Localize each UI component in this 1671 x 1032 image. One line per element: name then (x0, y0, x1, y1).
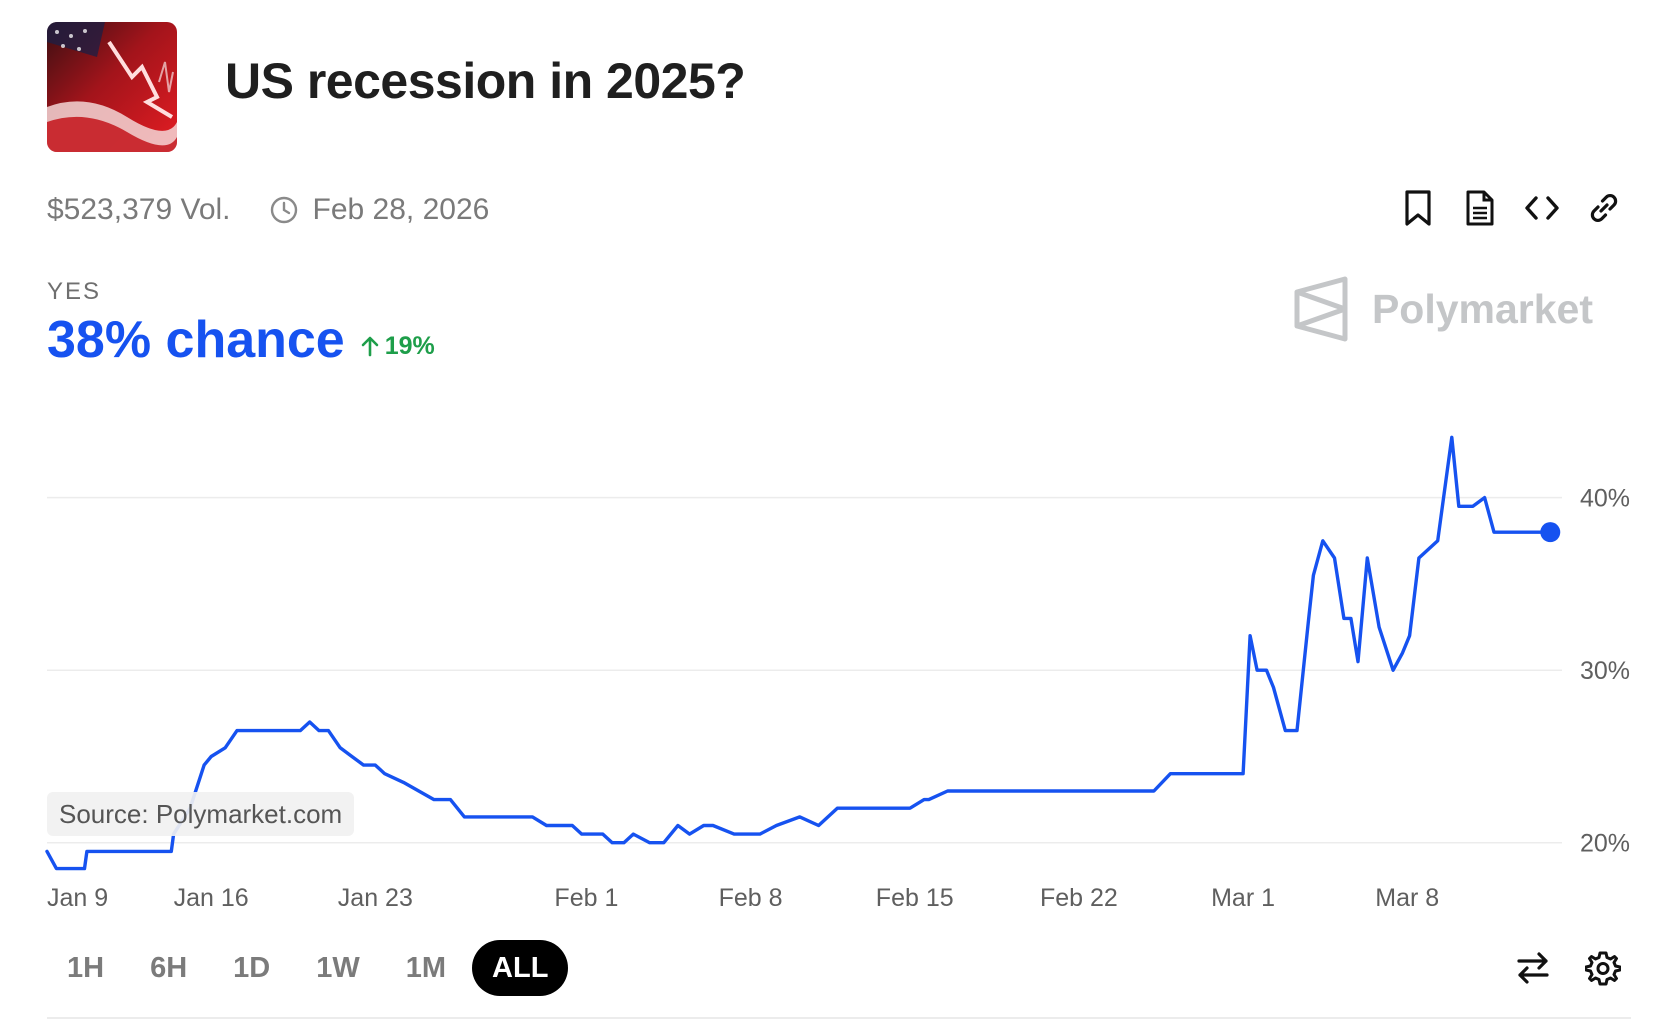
change-badge: 19% (361, 332, 435, 361)
time-range-selector: 1H 6H 1D 1W 1M ALL (47, 940, 569, 996)
bookmark-icon[interactable] (1399, 188, 1437, 228)
grid-lines (47, 496, 1562, 844)
brand-name: Polymarket (1371, 285, 1593, 332)
range-button-1d[interactable]: 1D (233, 951, 271, 984)
end-date-text: Feb 28, 2026 (312, 193, 490, 226)
x-axis-labels: Jan 9 Jan 16 Jan 23 Feb 1 Feb 8 Feb 15 Feb 22 M… (47, 884, 1439, 912)
link-icon[interactable] (1585, 188, 1623, 228)
brand-watermark: Polymarket (1292, 276, 1593, 342)
volume-text: $523,379 Vol. (47, 193, 231, 226)
x-tick-label: Feb 15 (876, 884, 954, 912)
range-button-all[interactable]: ALL (472, 940, 569, 996)
x-tick-label: Mar 1 (1211, 884, 1275, 912)
bottom-divider (47, 1017, 1631, 1019)
x-tick-label: Jan 16 (174, 884, 249, 912)
x-tick-label: Jan 9 (47, 884, 108, 912)
market-toolbar (1399, 188, 1623, 228)
range-button-1w[interactable]: 1W (316, 951, 360, 984)
code-icon[interactable] (1523, 188, 1561, 228)
y-tick-label: 30% (1580, 657, 1630, 685)
x-tick-label: Feb 1 (554, 884, 618, 912)
swap-arrows-icon[interactable] (1513, 948, 1553, 988)
x-tick-label: Mar 8 (1375, 884, 1439, 912)
change-value: 19% (384, 331, 435, 360)
outcome-label: YES (47, 278, 102, 305)
market-meta: $523,379 Vol. Feb 28, 2026 (47, 193, 489, 227)
chart-controls (1513, 948, 1623, 988)
x-tick-label: Feb 22 (1040, 884, 1118, 912)
arrow-up-icon (361, 336, 379, 357)
market-thumbnail (47, 22, 177, 152)
clock-icon (270, 196, 297, 224)
range-button-6h[interactable]: 6H (150, 951, 188, 984)
x-tick-label: Jan 23 (338, 884, 413, 912)
source-label: Source: Polymarket.com (47, 792, 355, 836)
x-tick-label: Feb 8 (719, 884, 783, 912)
polymarket-logo-icon (1294, 276, 1348, 342)
chance-value: 38% chance (47, 311, 345, 369)
range-button-1h[interactable]: 1H (67, 951, 105, 984)
y-axis-labels: 20% 30% 40% (1580, 485, 1630, 858)
document-icon[interactable] (1461, 188, 1499, 228)
y-tick-label: 40% (1580, 485, 1630, 513)
range-button-1m[interactable]: 1M (405, 951, 447, 984)
gear-icon[interactable] (1583, 948, 1623, 988)
y-tick-label: 20% (1580, 830, 1630, 858)
current-point-marker (1540, 522, 1561, 543)
market-title: US recession in 2025? (225, 53, 746, 109)
chance-display: 38% chance 19% (47, 310, 435, 370)
